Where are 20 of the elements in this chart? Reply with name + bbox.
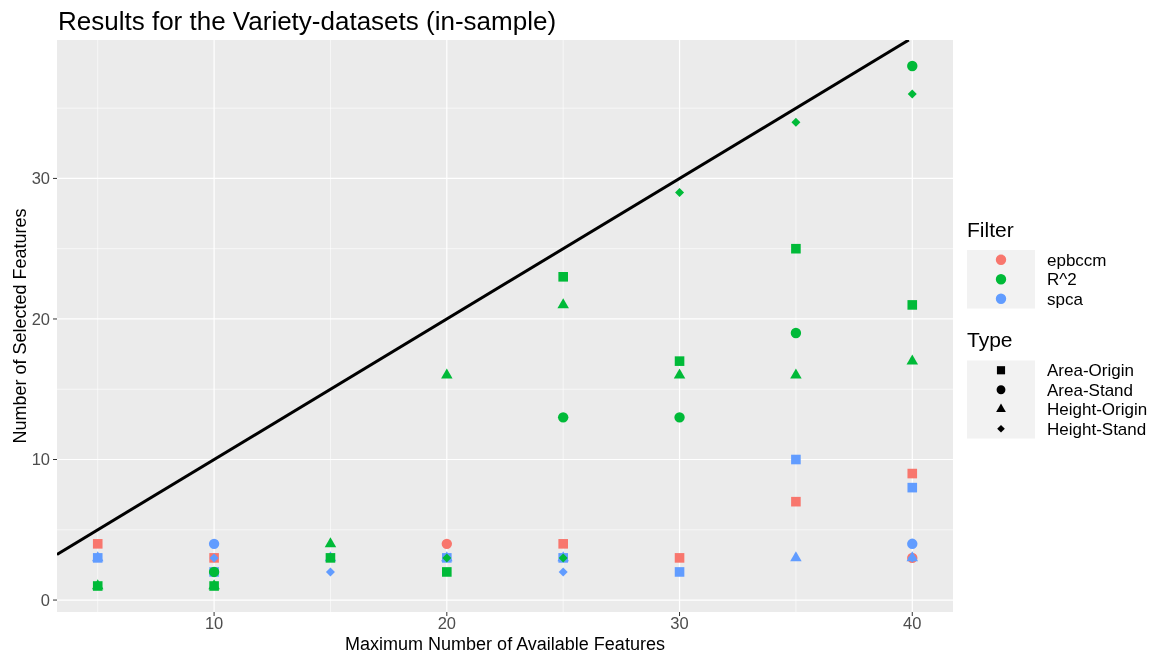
text: Type [967, 327, 1013, 351]
y-tick-label: 30 [31, 169, 50, 188]
y-tick-label: 10 [31, 450, 50, 469]
x-tick-label: 20 [437, 614, 456, 632]
x-tick-label: 30 [670, 614, 689, 632]
y-tick-label: 0 [40, 590, 50, 609]
text: Filter [967, 218, 1014, 241]
legend-label: epbccm [1047, 250, 1107, 270]
y-axis-title: Number of Selected Features [10, 208, 30, 444]
text: Area-Stand [1047, 380, 1133, 400]
text: Height-Stand [1047, 419, 1147, 439]
x-axis-title: Maximum Number of Available Features [345, 634, 665, 654]
text: Area-Origin [1047, 361, 1134, 381]
x-tick-label: 10 [204, 614, 224, 632]
y-tick-label: 20 [31, 309, 50, 328]
text: Height-Origin [1047, 400, 1148, 420]
chart-title: Results for the Variety-datasets (in-sample) [58, 6, 557, 36]
x-tick-label: 40 [903, 614, 922, 632]
legend-label: R^2 [1047, 270, 1077, 290]
legend-label: spca [1047, 289, 1084, 309]
